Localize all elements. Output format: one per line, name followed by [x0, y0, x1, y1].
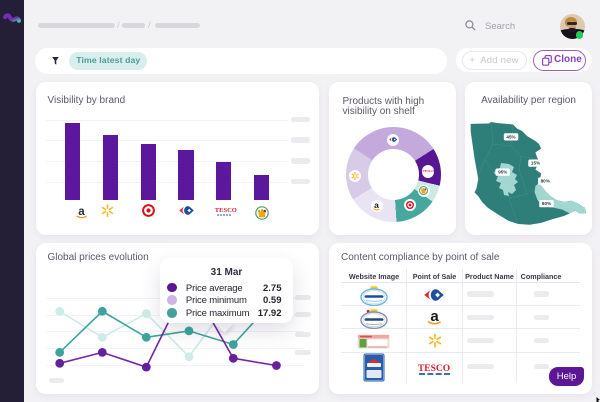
svg-text:a: a	[78, 206, 85, 218]
svg-text:60%: 60%	[542, 201, 551, 206]
svg-text:45%: 45%	[506, 134, 515, 139]
svg-text:a: a	[374, 201, 379, 210]
svg-text:a: a	[430, 308, 439, 325]
svg-text:95%: 95%	[498, 170, 507, 175]
svg-text:15%: 15%	[531, 161, 540, 166]
svg-text:80%: 80%	[541, 179, 550, 184]
